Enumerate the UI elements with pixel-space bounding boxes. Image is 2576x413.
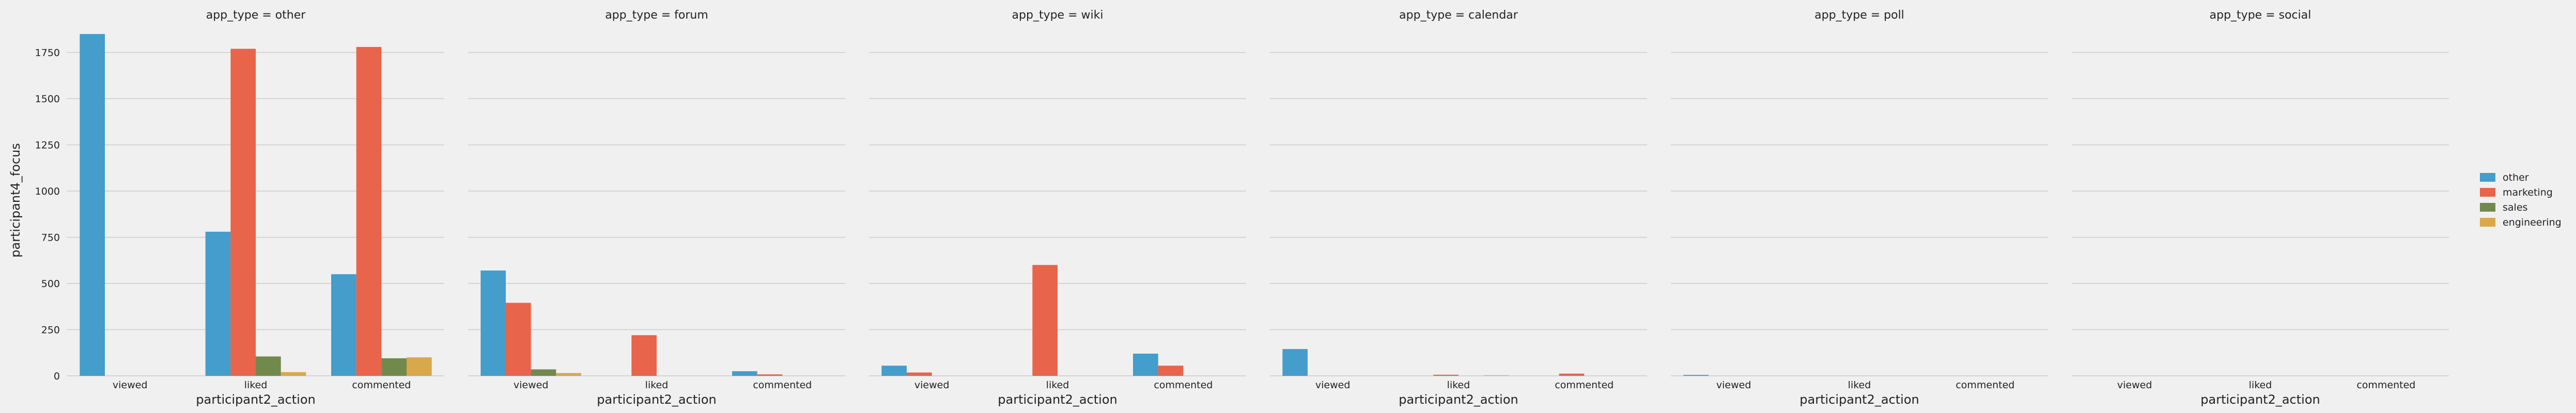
- x-axis-label: participant2_action: [196, 392, 315, 407]
- x-tick-label: commented: [2356, 379, 2415, 391]
- facet-panel-1: app_type = forum viewed liked commented part…: [468, 9, 845, 407]
- x-axis-label: participant2_action: [597, 392, 716, 407]
- bar-marketing-liked: [230, 49, 256, 376]
- x-tick-label: commented: [1956, 379, 2014, 391]
- x-tick-label: commented: [753, 379, 812, 391]
- bar-other-viewed: [1282, 349, 1308, 376]
- x-tick-label: liked: [244, 379, 268, 391]
- facet-panels: app_type = other 0 250 500 750 1000 1250 1500 17…: [35, 9, 2449, 407]
- bar-other-viewed: [1683, 375, 1709, 376]
- legend-swatch-marketing: [2480, 188, 2495, 197]
- bar-other-liked: [205, 231, 231, 376]
- facet-title: app_type = calendar: [1399, 9, 1518, 22]
- facet-panel-4: app_type = poll viewed liked commented parti…: [1671, 9, 2048, 407]
- x-tick-label: viewed: [113, 379, 148, 391]
- bar-marketing-viewed: [506, 303, 531, 376]
- bar-sales-commented: [381, 358, 407, 376]
- x-tick-label: liked: [1447, 379, 1470, 391]
- bar-marketing-commented: [1158, 366, 1184, 376]
- bar-other-commented: [331, 274, 356, 376]
- bar-other-viewed: [480, 271, 506, 376]
- bar-other-commented: [1133, 354, 1158, 376]
- x-tick-label: liked: [1848, 379, 1871, 391]
- bar-sales-liked: [256, 356, 281, 376]
- bar-marketing-liked: [1032, 265, 1058, 376]
- x-tick-label: viewed: [1315, 379, 1351, 391]
- x-axis-label: participant2_action: [2200, 392, 2320, 407]
- x-tick-label: liked: [2249, 379, 2272, 391]
- facet-panel-5: app_type = social viewed liked commented par…: [2072, 9, 2449, 407]
- bar-marketing-commented: [1559, 373, 1585, 376]
- bar-marketing-commented: [757, 374, 783, 376]
- y-tick-label: 250: [41, 325, 60, 336]
- facet-panel-2: app_type = wiki viewed liked commented parti…: [869, 9, 1246, 407]
- x-tick-label: commented: [1154, 379, 1213, 391]
- bar-marketing-commented: [356, 46, 382, 376]
- y-axis-label: participant4_focus: [8, 143, 23, 258]
- facet-title: app_type = forum: [605, 9, 708, 22]
- bar-engineering-liked: [281, 372, 306, 376]
- y-tick-label: 1000: [35, 186, 60, 197]
- y-tick-label: 500: [41, 278, 60, 290]
- bar-sales-viewed: [531, 369, 556, 376]
- bar-marketing-liked: [1433, 374, 1458, 376]
- bar-other-commented: [732, 371, 757, 376]
- x-tick-label: commented: [1555, 379, 1613, 391]
- y-tick-label: 1750: [35, 47, 60, 59]
- x-tick-label: commented: [352, 379, 411, 391]
- bar-marketing-viewed: [907, 372, 932, 376]
- legend-swatch-other: [2480, 173, 2495, 182]
- legend-label: engineering: [2503, 217, 2562, 228]
- x-tick-label: viewed: [1716, 379, 1751, 391]
- bar-engineering-liked: [1483, 375, 1509, 376]
- y-tick-label: 750: [41, 232, 60, 244]
- facet-panel-0: app_type = other 0 250 500 750 1000 1250 1500 17…: [35, 9, 444, 407]
- legend-label: sales: [2503, 202, 2527, 213]
- x-tick-label: viewed: [914, 379, 950, 391]
- legend: other marketing sales engineering: [2480, 172, 2562, 228]
- x-axis-label: participant2_action: [1799, 392, 1919, 407]
- legend-swatch-sales: [2480, 203, 2495, 212]
- legend-swatch-engineering: [2480, 218, 2495, 227]
- x-tick-label: viewed: [2117, 379, 2152, 391]
- facet-panel-3: app_type = calendar viewed liked commented p…: [1270, 9, 1647, 407]
- x-tick-label: liked: [1046, 379, 1069, 391]
- bar-engineering-commented: [407, 357, 432, 376]
- bar-engineering-viewed: [556, 373, 581, 376]
- legend-label: other: [2503, 172, 2529, 183]
- bar-marketing-liked: [631, 335, 657, 376]
- legend-label: marketing: [2503, 187, 2553, 198]
- bar-other-viewed: [80, 34, 105, 376]
- x-axis-label: participant2_action: [998, 392, 1117, 407]
- y-tick-label: 0: [54, 371, 60, 382]
- x-axis-label: participant2_action: [1399, 392, 1518, 407]
- y-tick-label: 1250: [35, 140, 60, 151]
- facet-title: app_type = wiki: [1012, 9, 1104, 22]
- y-tick-label: 1500: [35, 93, 60, 105]
- facet-title: app_type = poll: [1814, 9, 1904, 22]
- x-tick-label: liked: [645, 379, 669, 391]
- facet-title: app_type = social: [2210, 9, 2311, 22]
- bar-other-viewed: [881, 366, 907, 376]
- facet-title: app_type = other: [206, 9, 306, 22]
- x-tick-label: viewed: [514, 379, 549, 391]
